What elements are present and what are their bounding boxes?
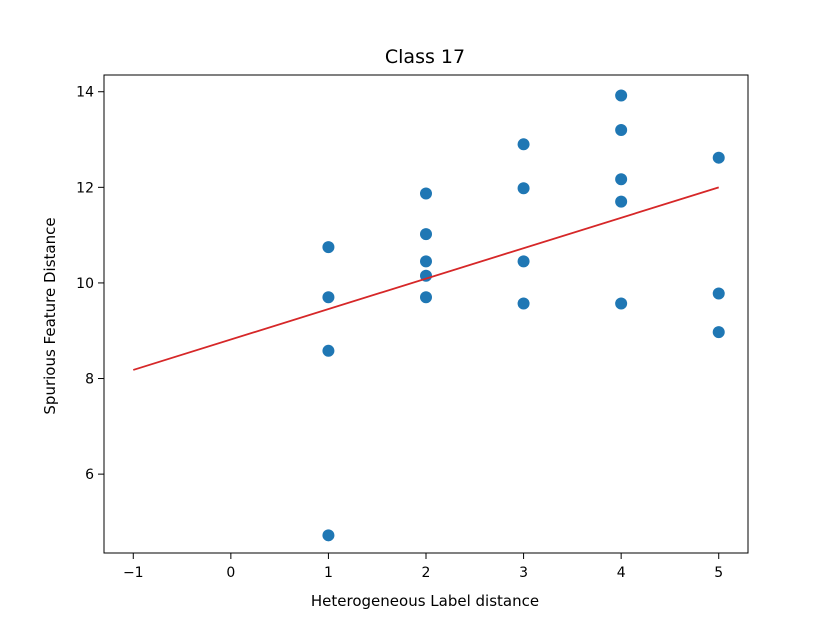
data-point bbox=[517, 255, 530, 268]
x-axis-label: Heterogeneous Label distance bbox=[311, 592, 539, 610]
data-point bbox=[517, 182, 530, 195]
y-tick-label: 14 bbox=[76, 85, 94, 101]
data-point bbox=[615, 195, 628, 208]
data-point bbox=[615, 123, 628, 136]
x-axis-ticks: −1 0 1 2 3 4 5 bbox=[123, 553, 723, 581]
data-point bbox=[517, 297, 530, 310]
data-point bbox=[615, 173, 628, 186]
y-tick-label: 12 bbox=[76, 180, 94, 196]
data-point bbox=[517, 138, 530, 151]
x-tick-label: 5 bbox=[714, 565, 723, 581]
y-tick-label: 8 bbox=[85, 372, 94, 388]
data-point bbox=[322, 291, 335, 304]
data-point bbox=[420, 291, 432, 304]
plot-area bbox=[103, 74, 749, 554]
x-tick-label: −1 bbox=[123, 565, 144, 581]
data-point bbox=[615, 297, 628, 310]
plot-frame bbox=[103, 74, 749, 554]
y-tick-label: 6 bbox=[85, 467, 94, 483]
x-tick-label: 1 bbox=[324, 565, 333, 581]
data-point bbox=[712, 287, 725, 300]
data-point bbox=[322, 241, 335, 254]
data-point bbox=[322, 344, 335, 357]
data-point bbox=[615, 89, 628, 102]
y-tick-label: 10 bbox=[76, 276, 94, 292]
y-axis-ticks: 6 8 10 12 14 bbox=[76, 85, 104, 483]
data-point bbox=[420, 228, 432, 241]
data-points bbox=[133, 89, 725, 542]
data-point bbox=[712, 326, 725, 339]
x-tick-label: 0 bbox=[226, 565, 235, 581]
y-axis-label: Spurious Feature Distance bbox=[41, 217, 59, 414]
data-point bbox=[712, 151, 725, 164]
data-point bbox=[322, 529, 335, 542]
data-point bbox=[420, 255, 432, 268]
trend-line bbox=[133, 186, 719, 371]
chart-title: Class 17 bbox=[385, 46, 465, 68]
x-tick-label: 4 bbox=[617, 565, 626, 581]
x-tick-label: 2 bbox=[422, 565, 431, 581]
data-point bbox=[420, 187, 432, 200]
x-tick-label: 3 bbox=[519, 565, 528, 581]
